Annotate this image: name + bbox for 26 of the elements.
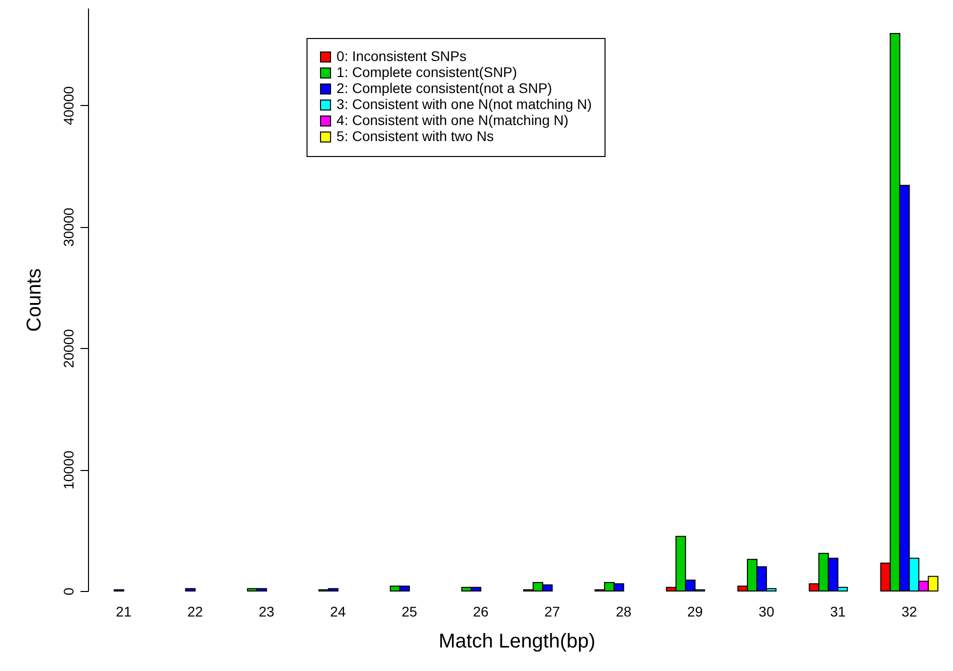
y-tick-label: 10000 xyxy=(60,450,76,490)
x-tick-label: 23 xyxy=(258,604,275,620)
x-tick-label: 32 xyxy=(902,604,918,620)
legend-label: 0: Inconsistent SNPs xyxy=(336,48,466,64)
x-tick-label: 27 xyxy=(544,604,560,620)
legend-label: 3: Consistent with one N(not matching N) xyxy=(336,96,592,112)
x-tick-label: 31 xyxy=(830,604,846,620)
x-tick-label: 30 xyxy=(758,604,774,620)
bar xyxy=(185,588,196,592)
legend-label: 5: Consistent with two Ns xyxy=(336,128,494,144)
legend-label: 4: Consistent with one N(matching N) xyxy=(336,112,568,128)
y-tick-label: 0 xyxy=(60,587,76,596)
y-tick-label: 40000 xyxy=(60,86,76,126)
x-tick-label: 29 xyxy=(687,604,704,620)
legend-label: 1: Complete consistent(SNP) xyxy=(336,64,518,80)
x-tick-label: 28 xyxy=(616,604,632,620)
x-axis-title: Match Length(bp) xyxy=(438,630,596,652)
x-tick-label: 26 xyxy=(473,604,489,620)
y-tick-label: 20000 xyxy=(60,328,76,368)
x-tick-label: 22 xyxy=(187,604,204,620)
y-axis-title: Counts xyxy=(24,268,46,332)
x-tick-label: 24 xyxy=(330,604,346,620)
y-tick-label: 30000 xyxy=(60,207,76,247)
x-tick-label: 25 xyxy=(402,604,418,620)
x-tick-label: 21 xyxy=(116,604,132,620)
legend-label: 2: Complete consistent(not a SNP) xyxy=(336,80,552,96)
